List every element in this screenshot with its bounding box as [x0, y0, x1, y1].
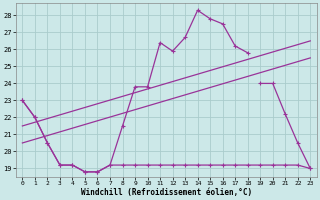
X-axis label: Windchill (Refroidissement éolien,°C): Windchill (Refroidissement éolien,°C) — [81, 188, 252, 197]
